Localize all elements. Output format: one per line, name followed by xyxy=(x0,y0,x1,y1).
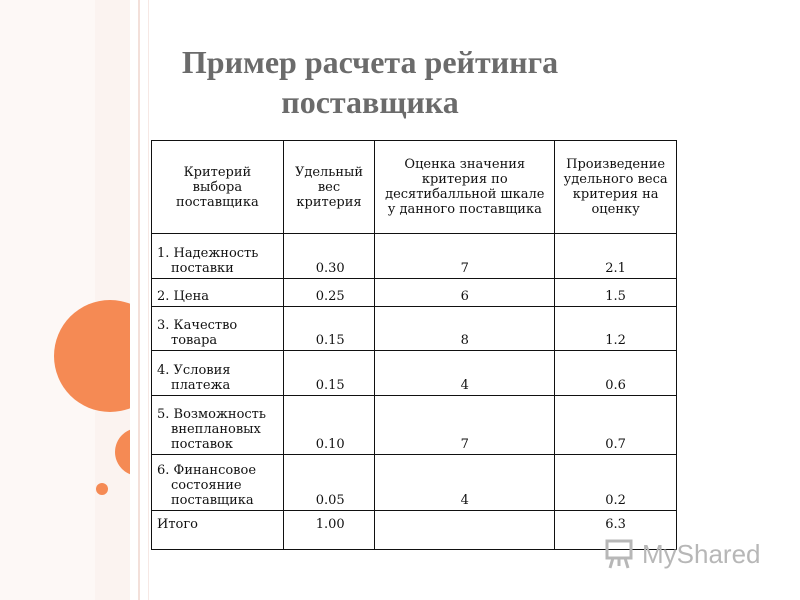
score-cell: 8 xyxy=(374,305,556,352)
supplier-rating-table: Критерий выбора поставщика Удельный вес … xyxy=(151,140,677,550)
watermark: MyShared xyxy=(604,537,774,573)
criterion-line: 6. Финансовое xyxy=(157,463,257,479)
score-cell: 7 xyxy=(374,233,556,279)
product-cell: 2.1 xyxy=(554,233,677,279)
score-cell: 4 xyxy=(374,350,556,397)
watermark-text: MyShared xyxy=(642,539,761,569)
decor-circle-small xyxy=(96,483,108,495)
slide-border-line xyxy=(138,0,140,600)
criterion-line: платежа xyxy=(171,378,231,394)
criterion-line: внеплановых xyxy=(171,421,261,437)
criterion-cell: 5. Возможность внеплановых поставок xyxy=(151,395,284,455)
total-weight-cell: 1.00 xyxy=(282,510,376,550)
weight-cell: 0.05 xyxy=(282,453,376,512)
criterion-cell: 4. Условия платежа xyxy=(151,350,284,397)
weight-cell: 0.25 xyxy=(282,277,376,307)
product-cell: 0.6 xyxy=(554,350,677,397)
criterion-cell: 6. Финансовое состояние поставщика xyxy=(151,453,284,512)
product-cell: 0.7 xyxy=(554,395,677,455)
weight-cell: 0.30 xyxy=(282,233,376,279)
total-label-cell: Итого xyxy=(151,510,284,550)
table-total-row: Итого 1.00 6.3 xyxy=(151,510,677,550)
slide-title: Пример расчета рейтинга поставщика xyxy=(135,42,605,122)
product-cell: 1.5 xyxy=(554,277,677,307)
product-cell: 0.2 xyxy=(554,453,677,512)
table-row: 4. Условия платежа 0.15 4 0.6 xyxy=(151,350,677,397)
slide-title-line1: Пример расчета рейтинга xyxy=(181,44,559,80)
criterion-line: поставщика xyxy=(171,493,254,509)
product-cell: 1.2 xyxy=(554,305,677,352)
criterion-line: 3. Качество xyxy=(157,318,238,334)
criterion-cell: 2. Цена xyxy=(151,277,284,307)
table-row: 1. Надежность поставки 0.30 7 2.1 xyxy=(151,233,677,279)
weight-cell: 0.15 xyxy=(282,350,376,397)
criterion-line: 5. Возможность xyxy=(157,406,266,422)
header-score: Оценка значения критерия по десятибалльн… xyxy=(374,140,556,234)
criterion-line: поставки xyxy=(171,260,234,276)
presentation-board-icon xyxy=(605,539,633,569)
criterion-line: 4. Условия xyxy=(157,363,231,379)
weight-cell: 0.10 xyxy=(282,395,376,455)
score-cell: 7 xyxy=(374,395,556,455)
header-weight: Удельный вес критерия xyxy=(282,140,376,234)
slide-border-line-inner xyxy=(148,0,149,600)
header-criterion: Критерий выбора поставщика xyxy=(151,140,284,234)
table-row: 6. Финансовое состояние поставщика 0.05 … xyxy=(151,453,677,512)
weight-cell: 0.15 xyxy=(282,305,376,352)
criterion-cell: 1. Надежность поставки xyxy=(151,233,284,279)
criterion-line: товара xyxy=(171,333,218,349)
total-score-cell xyxy=(374,510,556,550)
header-product: Произведение удельного веса критерия на … xyxy=(554,140,677,234)
criterion-line: 1. Надежность xyxy=(157,245,259,261)
slide-title-line2: поставщика xyxy=(281,84,459,120)
criterion-line: 2. Цена xyxy=(157,288,209,304)
criterion-line: поставок xyxy=(171,436,233,452)
score-cell: 4 xyxy=(374,453,556,512)
left-decor-strip-inner xyxy=(0,0,95,600)
table-row: 3. Качество товара 0.15 8 1.2 xyxy=(151,305,677,352)
total-product-cell: 6.3 xyxy=(554,510,677,550)
table-row: 2. Цена 0.25 6 1.5 xyxy=(151,277,677,307)
score-cell: 6 xyxy=(374,277,556,307)
criterion-line: состояние xyxy=(171,478,242,494)
table-header-row: Критерий выбора поставщика Удельный вес … xyxy=(151,140,677,234)
criterion-cell: 3. Качество товара xyxy=(151,305,284,352)
table-row: 5. Возможность внеплановых поставок 0.10… xyxy=(151,395,677,455)
